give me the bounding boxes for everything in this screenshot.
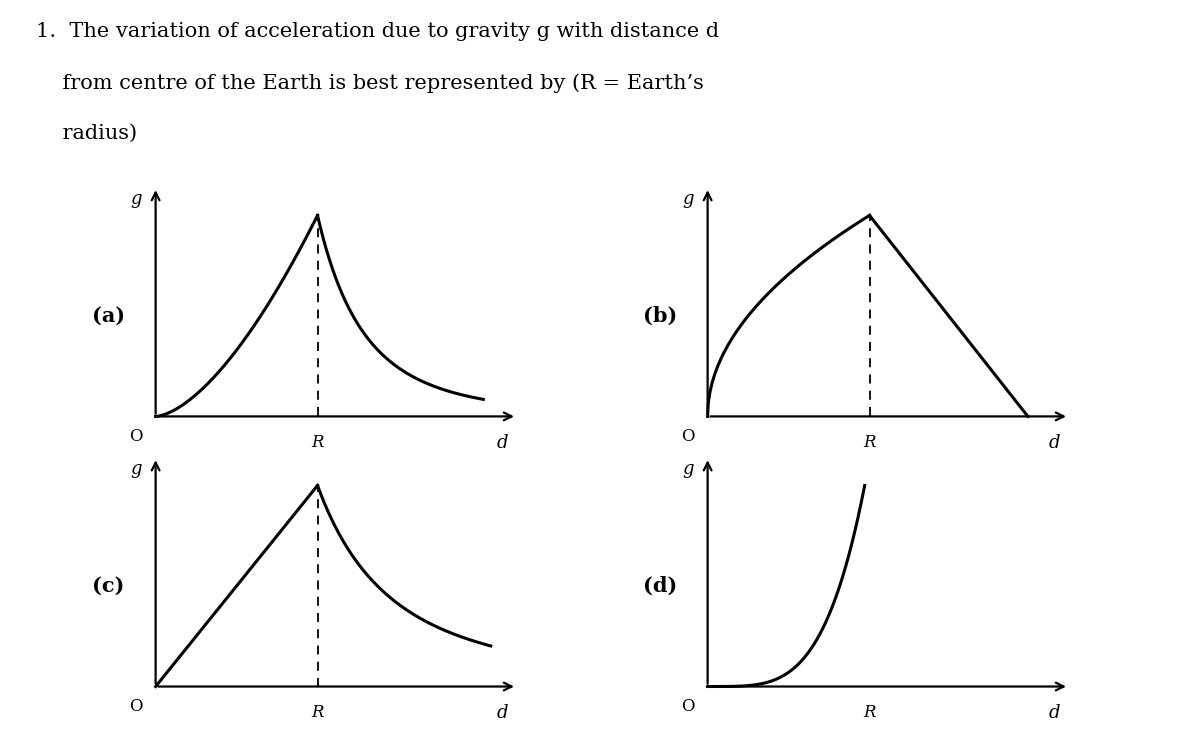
Text: R: R [863, 704, 876, 721]
Text: (a): (a) [91, 306, 125, 326]
Text: O: O [130, 698, 143, 715]
Text: (b): (b) [643, 306, 677, 326]
Text: R: R [311, 434, 324, 451]
Text: d: d [1048, 434, 1060, 452]
Text: from centre of the Earth is best represented by (R = Earth’s: from centre of the Earth is best represe… [36, 73, 704, 93]
Text: R: R [311, 704, 324, 721]
Text: (c): (c) [92, 576, 125, 596]
Text: g: g [131, 191, 142, 208]
Text: O: O [682, 428, 695, 445]
Text: 1.  The variation of acceleration due to gravity g with distance d: 1. The variation of acceleration due to … [36, 22, 719, 41]
Text: d: d [1048, 704, 1060, 722]
Text: radius): radius) [36, 124, 137, 143]
Text: g: g [683, 191, 694, 208]
Text: (d): (d) [643, 576, 677, 596]
Text: g: g [683, 461, 694, 478]
Text: g: g [131, 461, 142, 478]
Text: O: O [130, 428, 143, 445]
Text: R: R [863, 434, 876, 451]
Text: d: d [496, 704, 508, 722]
Text: d: d [496, 434, 508, 452]
Text: O: O [682, 698, 695, 715]
